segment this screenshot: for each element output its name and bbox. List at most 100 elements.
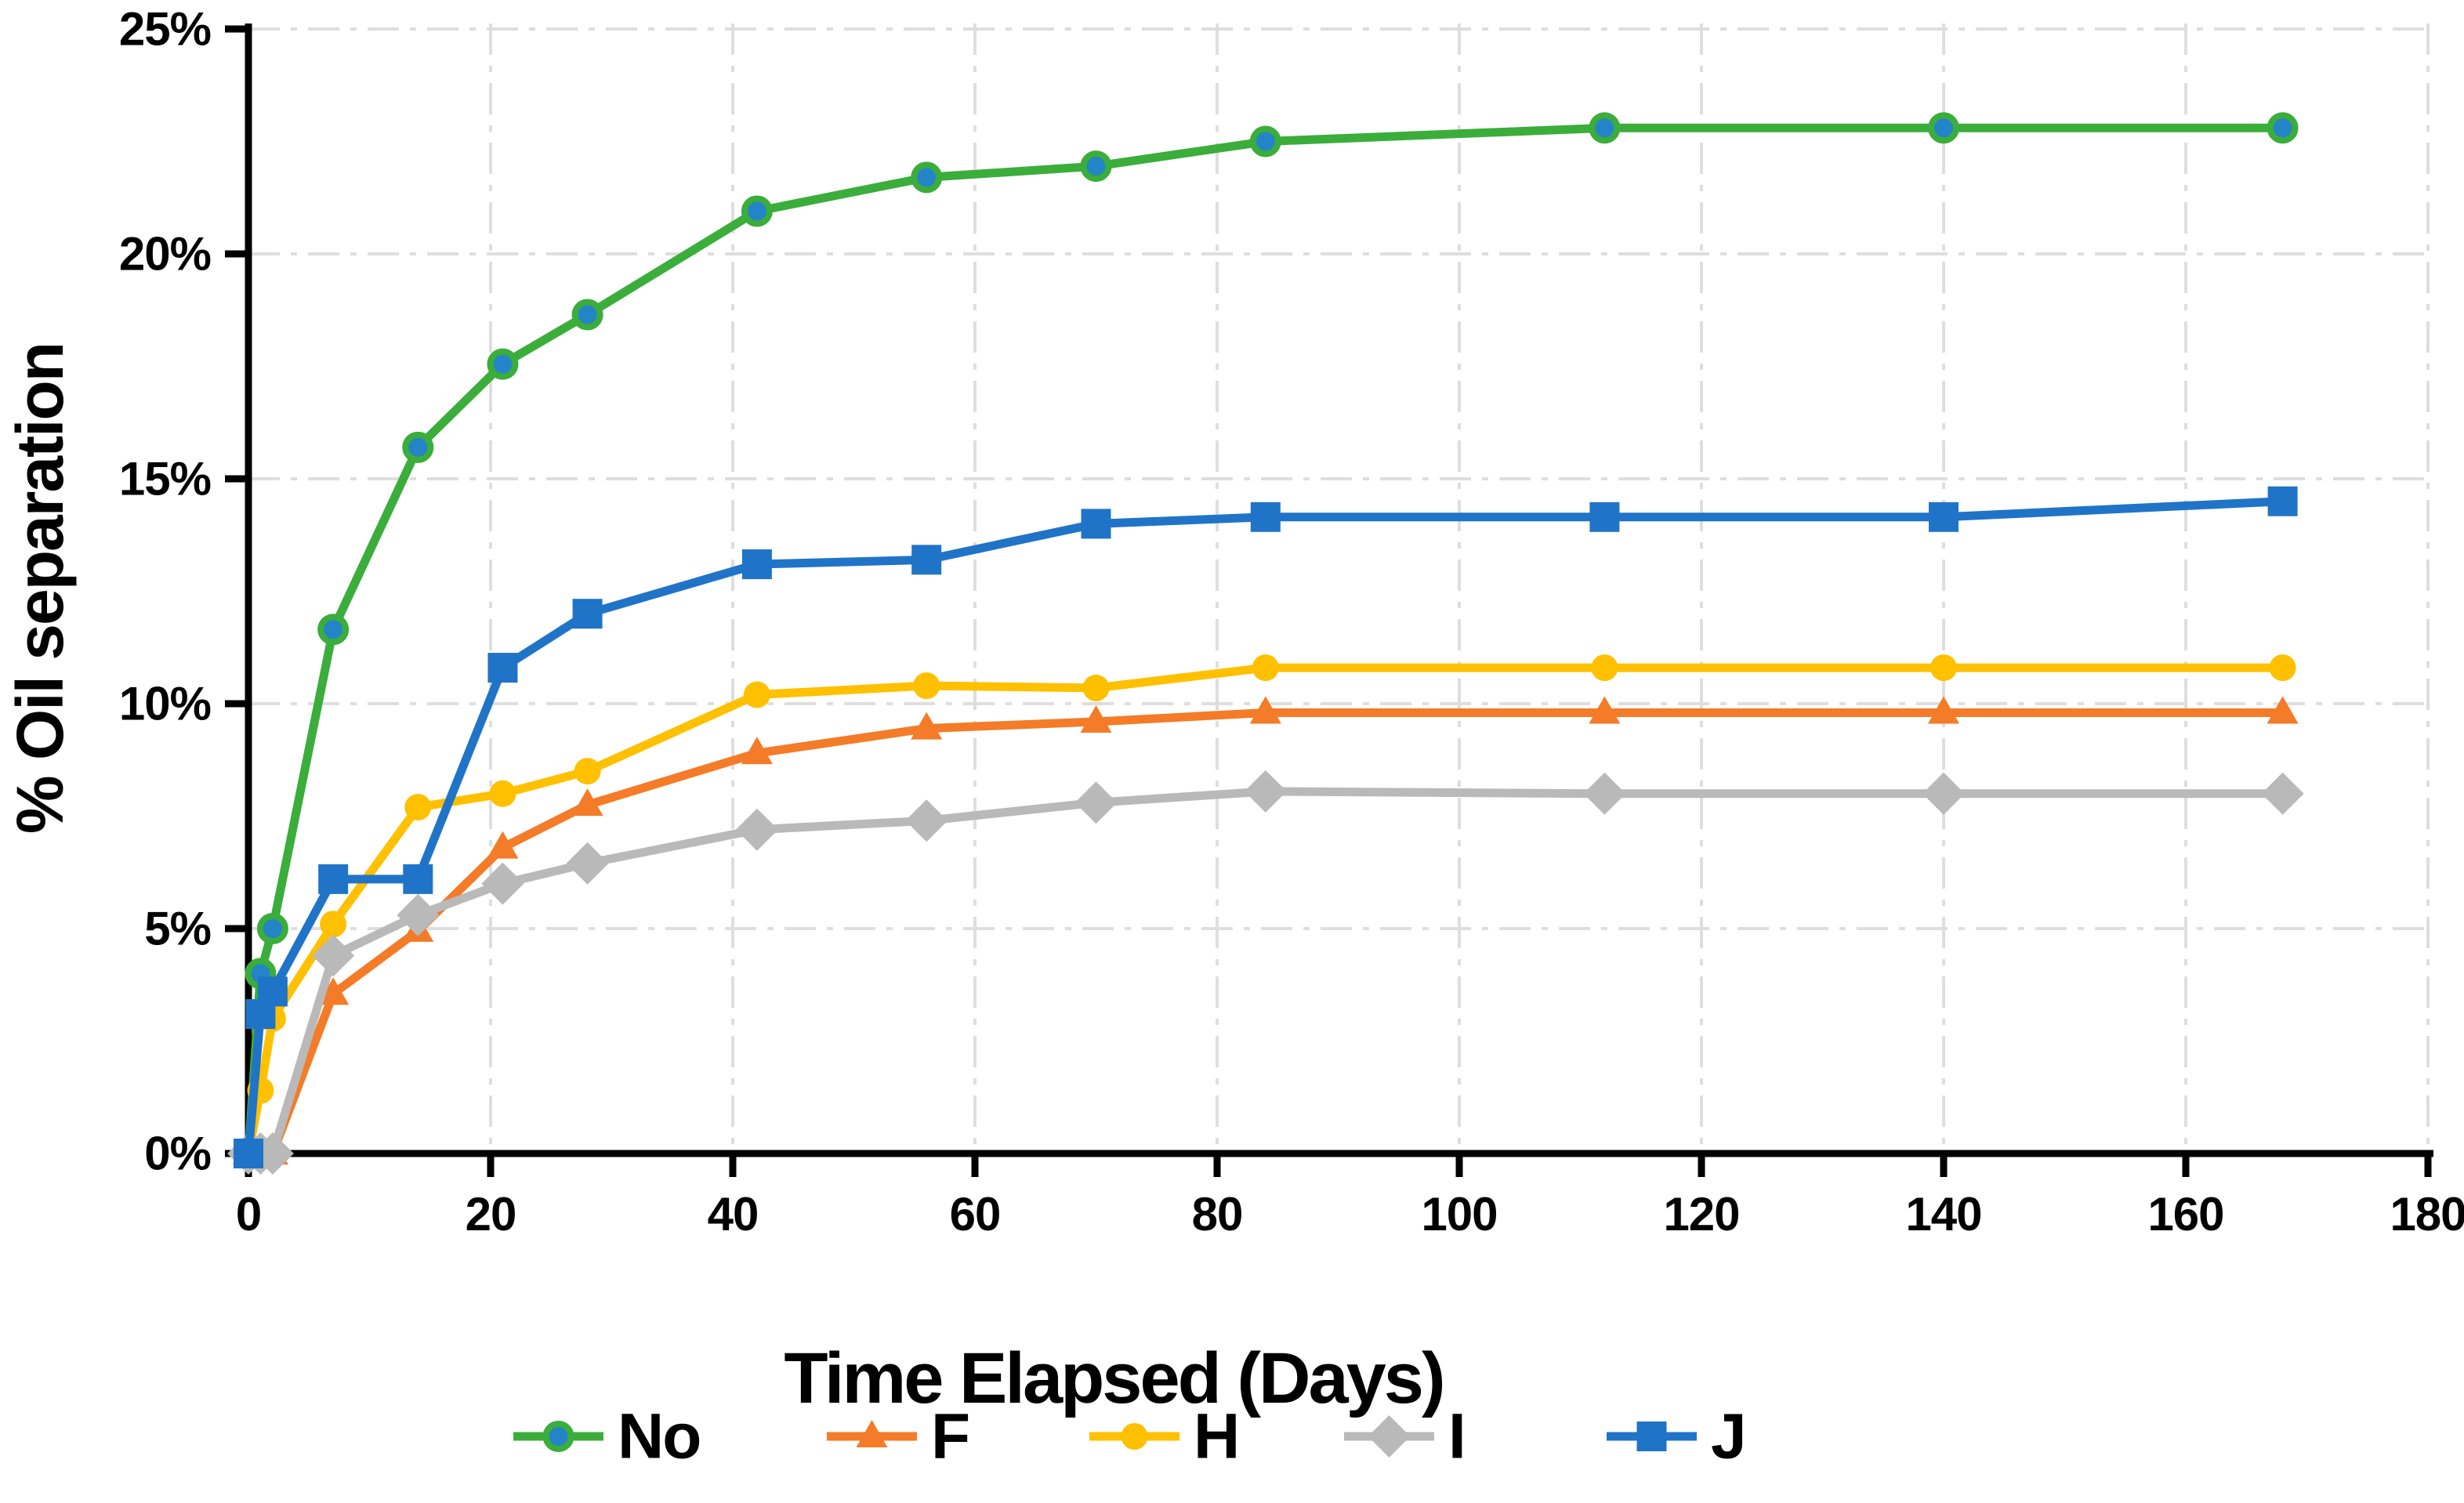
x-tick-label-160: 160 (2147, 1188, 2223, 1240)
series-No-line (244, 123, 2288, 1158)
y-tick-label-10: 10% (119, 678, 211, 730)
series-H-marker-21 (489, 780, 516, 807)
y-tick-label-15: 15% (119, 453, 211, 505)
legend-marker-J (1636, 1422, 1667, 1451)
legend-item-J: J (1607, 1401, 1747, 1472)
x-tick-label-180: 180 (2390, 1188, 2464, 1240)
series-H-marker-28 (574, 758, 601, 785)
series-No-marker-21 (487, 348, 519, 380)
series-F (233, 696, 2299, 1164)
x-tick-label-0: 0 (236, 1188, 261, 1240)
series-No-marker-7 (317, 614, 350, 646)
series-No-marker-140 (1928, 112, 1959, 144)
series-I-marker-168 (2261, 772, 2304, 815)
series-No-marker-2 (256, 913, 288, 944)
series-I-marker-56 (905, 799, 948, 842)
series-No-marker-168 (2267, 112, 2299, 144)
x-tick-label-60: 60 (950, 1188, 1001, 1240)
legend-label-J: J (1711, 1401, 1745, 1472)
series-F-marker-7 (317, 977, 350, 1005)
legend-marker-I (1368, 1415, 1411, 1458)
series-F-marker-21 (487, 831, 519, 859)
legend-label-F: F (931, 1401, 969, 1472)
series-J-marker-28 (572, 599, 603, 629)
series-J-marker-21 (487, 653, 518, 683)
series-H-marker-42 (743, 681, 770, 708)
y-tick-label-0: 0% (144, 1128, 211, 1180)
series-No-marker-112 (1589, 112, 1621, 144)
series-J-marker-70 (1081, 509, 1111, 539)
series-I-marker-14 (397, 893, 440, 936)
legend-item-H: H (1089, 1401, 1240, 1472)
series-H-marker-70 (1082, 674, 1110, 701)
series-J-marker-42 (741, 549, 772, 580)
y-axis-title: % Oil separation (3, 343, 77, 834)
x-tick-label-120: 120 (1663, 1188, 1739, 1240)
series-H-marker-140 (1930, 654, 1957, 682)
series-I-marker-21 (481, 862, 524, 905)
legend-marker-H (1121, 1423, 1148, 1450)
series-H (235, 654, 2296, 1167)
series-J (234, 486, 2298, 1168)
legend-label-I: I (1448, 1401, 1465, 1472)
series-I-marker-7 (312, 934, 355, 977)
x-tick-label-40: 40 (708, 1188, 759, 1240)
legend-item-No: No (513, 1401, 701, 1472)
y-tick-label-5: 5% (144, 903, 211, 955)
series-J-line (244, 497, 2288, 1158)
series-H-marker-84 (1252, 654, 1279, 682)
legend-marker-No (542, 1421, 574, 1452)
series-I-marker-70 (1074, 781, 1118, 824)
series-H-line (244, 663, 2288, 1158)
series-J-marker-14 (403, 864, 433, 894)
series-I-marker-84 (1244, 770, 1287, 813)
series-I-marker-112 (1583, 772, 1626, 815)
x-axis-title: Time Elapsed (Days) (784, 1338, 1443, 1418)
series-H-marker-168 (2269, 654, 2296, 682)
series-J-marker-2 (257, 976, 288, 1007)
series-F-marker-56 (911, 712, 943, 740)
series-J-marker-112 (1589, 502, 1620, 532)
legend-item-F: F (827, 1401, 970, 1472)
series-F-marker-28 (571, 788, 603, 817)
series-No-marker-84 (1249, 125, 1281, 158)
legend-marker-F (856, 1420, 888, 1447)
series-J-marker-84 (1250, 502, 1281, 532)
x-tick-label-140: 140 (1905, 1188, 1981, 1240)
series-F-marker-42 (741, 737, 773, 765)
x-tick-label-80: 80 (1192, 1188, 1243, 1240)
series-H-marker-56 (913, 672, 940, 700)
series-F-marker-112 (1589, 696, 1621, 724)
series-H-marker-112 (1591, 654, 1618, 682)
series-I-line (244, 787, 2288, 1158)
series-I-marker-28 (566, 842, 609, 885)
series-I-marker-42 (735, 808, 778, 851)
series-J-marker-0 (234, 1139, 263, 1168)
y-tick-label-25: 25% (119, 3, 211, 56)
series-No-marker-70 (1080, 150, 1112, 183)
series-J-marker-56 (911, 545, 942, 575)
series-H-marker-7 (320, 911, 347, 938)
series-F-marker-168 (2267, 696, 2299, 724)
series-J-marker-7 (318, 864, 349, 894)
series-J-marker-140 (1929, 502, 1959, 532)
legend-label-No: No (618, 1401, 700, 1472)
series-No-marker-42 (741, 195, 773, 227)
x-tick-label-20: 20 (466, 1188, 516, 1240)
legend-item-I: I (1344, 1401, 1466, 1472)
series-J-marker-168 (2267, 486, 2298, 516)
series-F-marker-70 (1080, 704, 1112, 733)
series-I-marker-140 (1922, 772, 1965, 815)
series-No-marker-56 (911, 161, 943, 194)
series-F-marker-140 (1928, 696, 1959, 724)
x-tick-label-100: 100 (1421, 1188, 1497, 1240)
series-F-marker-84 (1249, 696, 1281, 724)
y-tick-label-20: 20% (119, 228, 211, 281)
series-No (233, 112, 2299, 1169)
legend-label-H: H (1194, 1401, 1238, 1472)
series-H-marker-14 (404, 794, 432, 821)
series-No-marker-14 (402, 431, 434, 463)
series-No-marker-28 (571, 299, 603, 331)
